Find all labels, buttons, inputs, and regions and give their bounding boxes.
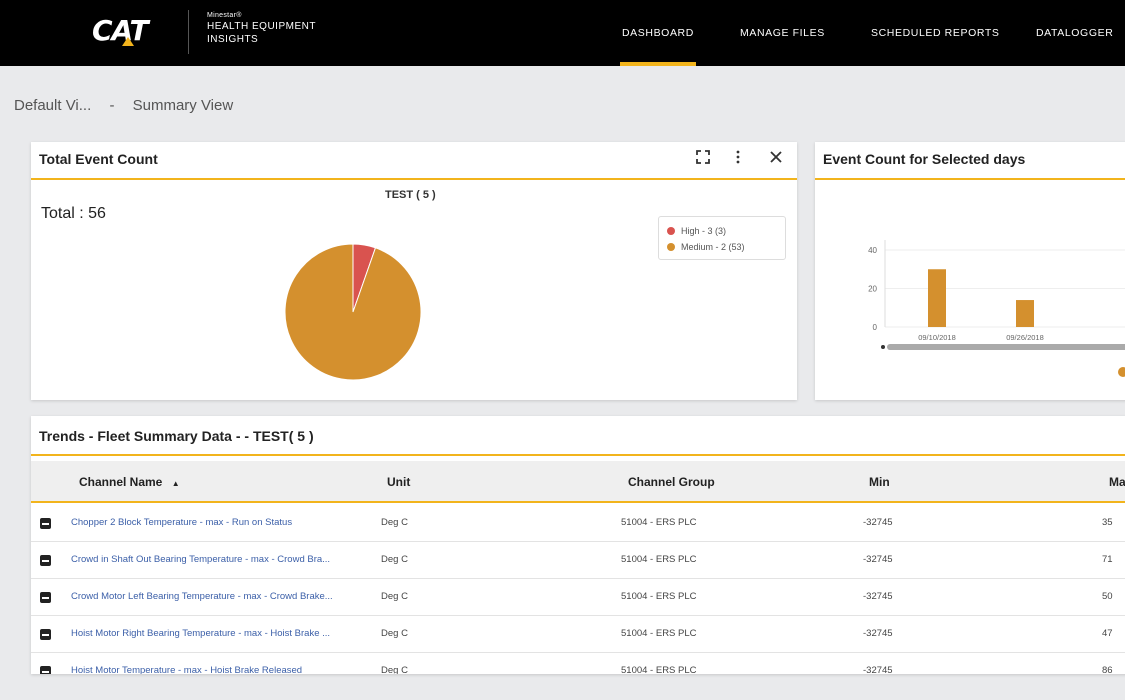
brand-small: Minestar® (207, 12, 242, 19)
bar[interactable] (928, 269, 946, 327)
nav-datalogger[interactable]: DATALOGGER (1036, 27, 1114, 39)
legend-item-high[interactable]: High - 3 (3) (667, 223, 777, 239)
legend-swatch-medium (667, 243, 675, 251)
brand-line-1: HEALTH EQUIPMENT (207, 21, 316, 32)
logo-text: CAT (92, 14, 149, 47)
x-tick-label: 09/10/2018 (918, 333, 956, 342)
card-title: Total Event Count (39, 151, 158, 167)
more-vert-icon[interactable] (735, 149, 741, 170)
event-pie-chart (284, 243, 422, 381)
nav-manage-files[interactable]: MANAGE FILES (740, 27, 825, 39)
expand-row-icon[interactable] (40, 592, 51, 603)
logo-triangle-icon (122, 37, 134, 46)
cell-unit: Deg C (381, 554, 408, 565)
sort-ascending-icon[interactable]: ▲ (171, 479, 180, 488)
table-row[interactable]: Hoist Motor Right Bearing Temperature - … (31, 616, 1125, 653)
y-tick-label: 40 (868, 246, 877, 255)
legend-label-medium: Medium - 2 (53) (681, 242, 745, 252)
main-nav: DASHBOARD MANAGE FILES SCHEDULED REPORTS… (0, 0, 1125, 66)
cell-channel-group: 51004 - ERS PLC (621, 591, 697, 602)
card-accent-rule (31, 454, 1125, 456)
legend-label-high: High - 3 (3) (681, 226, 727, 236)
expand-row-icon[interactable] (40, 629, 51, 640)
expand-row-icon[interactable] (40, 555, 51, 566)
cell-min: -32745 (863, 517, 893, 528)
card-accent-rule (815, 178, 1125, 180)
pie-legend: High - 3 (3) Medium - 2 (53) (658, 216, 786, 260)
brand-line-2: INSIGHTS (207, 34, 259, 45)
breadcrumb: Default Vi... - Summary View (14, 97, 233, 114)
event-bar-chart: 0 20 40 09/10/2018 09/26/2018 (868, 240, 1125, 377)
nav-dashboard[interactable]: DASHBOARD (620, 0, 696, 66)
cell-min: -32745 (863, 554, 893, 565)
column-header-unit[interactable]: Unit (387, 475, 411, 489)
pie-slice-medium[interactable] (284, 243, 422, 381)
x-tick-label: 09/26/2018 (1006, 333, 1044, 342)
top-bar: CAT Minestar® HEALTH EQUIPMENT INSIGHTS … (0, 0, 1125, 66)
fullscreen-icon[interactable] (695, 149, 711, 170)
card-title: Event Count for Selected days (823, 151, 1026, 167)
cell-channel-name[interactable]: Hoist Motor Right Bearing Temperature - … (71, 628, 331, 639)
cell-max: 47 (1102, 628, 1113, 639)
range-slider-handle[interactable] (881, 345, 885, 349)
breadcrumb-separator: - (109, 97, 115, 114)
column-label: Channel Name (79, 475, 163, 489)
legend-marker-icon (1118, 367, 1125, 377)
range-slider-track[interactable] (887, 344, 1125, 350)
nav-scheduled-reports[interactable]: SCHEDULED REPORTS (871, 27, 1000, 39)
table-title: Trends - Fleet Summary Data - - TEST( 5 … (39, 428, 314, 444)
cat-logo[interactable]: CAT (92, 14, 152, 50)
pie-chart-title: TEST ( 5 ) (385, 189, 436, 201)
table-row[interactable]: Crowd in Shaft Out Bearing Temperature -… (31, 542, 1125, 579)
cell-max: 71 (1102, 554, 1113, 565)
header-divider (188, 10, 189, 54)
cell-max: 86 (1102, 665, 1113, 674)
expand-row-icon[interactable] (40, 518, 51, 529)
cell-min: -32745 (863, 591, 893, 602)
bar[interactable] (1016, 300, 1034, 327)
cell-unit: Deg C (381, 665, 408, 674)
column-header-channel-name[interactable]: Channel Name ▲ (79, 475, 180, 489)
cell-min: -32745 (863, 665, 893, 674)
table-header: Channel Name ▲ Unit Channel Group Min Ma (31, 461, 1125, 503)
close-icon[interactable] (768, 149, 784, 170)
cell-channel-name[interactable]: Crowd in Shaft Out Bearing Temperature -… (71, 554, 331, 565)
cell-channel-group: 51004 - ERS PLC (621, 665, 697, 674)
table-row[interactable]: Chopper 2 Block Temperature - max - Run … (31, 505, 1125, 542)
legend-item-medium[interactable]: Medium - 2 (53) (667, 239, 777, 255)
column-header-channel-group[interactable]: Channel Group (628, 475, 715, 489)
total-event-count-card: Total Event Count TEST ( 5 ) Total : 56 … (31, 142, 797, 400)
expand-row-icon[interactable] (40, 666, 51, 674)
cell-channel-group: 51004 - ERS PLC (621, 517, 697, 528)
cell-max: 50 (1102, 591, 1113, 602)
y-tick-label: 20 (868, 285, 877, 294)
cell-max: 35 (1102, 517, 1113, 528)
cell-channel-group: 51004 - ERS PLC (621, 628, 697, 639)
breadcrumb-subview: Summary View (132, 97, 234, 114)
total-count: Total : 56 (41, 205, 106, 222)
cell-channel-name[interactable]: Chopper 2 Block Temperature - max - Run … (71, 517, 293, 528)
selected-days-card: Event Count for Selected days 0 20 40 09/10… (815, 142, 1125, 400)
cell-channel-group: 51004 - ERS PLC (621, 554, 697, 565)
legend-swatch-high (667, 227, 675, 235)
cell-channel-name[interactable]: Hoist Motor Temperature - max - Hoist Br… (71, 665, 303, 674)
column-header-max[interactable]: Ma (1109, 475, 1125, 489)
cell-min: -32745 (863, 628, 893, 639)
product-brand: Minestar® HEALTH EQUIPMENT INSIGHTS (207, 11, 316, 46)
table-row[interactable]: Hoist Motor Temperature - max - Hoist Br… (31, 653, 1125, 674)
fleet-summary-card: Trends - Fleet Summary Data - - TEST( 5 … (31, 416, 1125, 674)
y-tick-label: 0 (873, 323, 878, 332)
breadcrumb-view[interactable]: Default Vi... (14, 97, 92, 114)
cell-unit: Deg C (381, 628, 408, 639)
table-row[interactable]: Crowd Motor Left Bearing Temperature - m… (31, 579, 1125, 616)
cell-unit: Deg C (381, 517, 408, 528)
cell-channel-name[interactable]: Crowd Motor Left Bearing Temperature - m… (71, 591, 333, 602)
card-accent-rule (31, 178, 797, 180)
cell-unit: Deg C (381, 591, 408, 602)
column-header-min[interactable]: Min (869, 475, 890, 489)
